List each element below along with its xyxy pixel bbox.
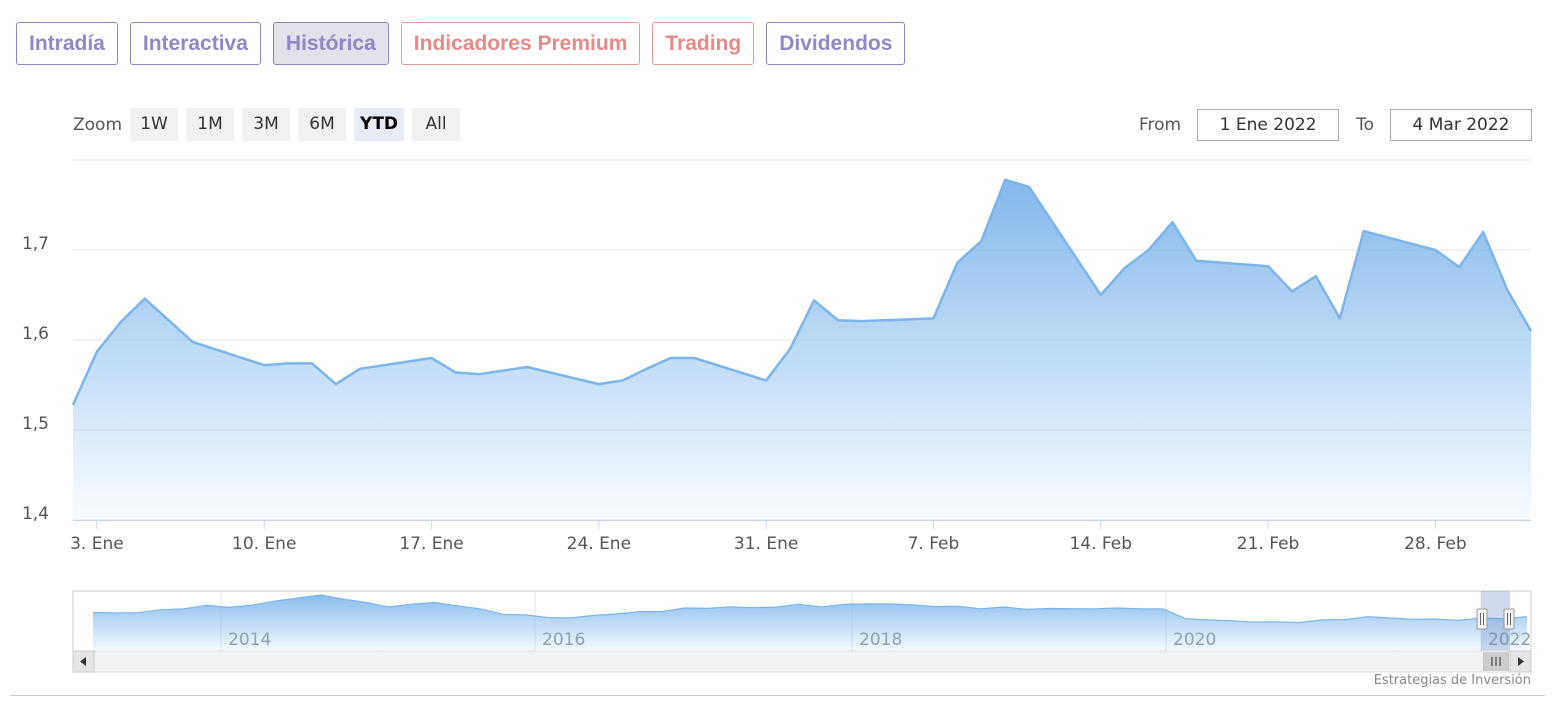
navigator-area <box>93 595 1527 651</box>
y-tick-label: 1,5 <box>22 414 49 434</box>
scroll-left-arrow-icon <box>80 657 86 666</box>
zoom-buttons: 1W 1M 3M 6M YTD All <box>130 108 461 141</box>
x-tick-label: 21. Feb <box>1237 534 1300 554</box>
price-line <box>71 178 1533 406</box>
zoom-button-all[interactable]: All <box>412 108 461 141</box>
x-tick-label: 31. Ene <box>734 534 798 554</box>
x-tick-label: 7. Feb <box>908 534 960 554</box>
section-tabs: Intradía Interactiva Histórica Indicadores … <box>16 22 906 65</box>
to-date-input[interactable]: 4 Mar 2022 <box>1390 109 1532 141</box>
x-tick-label: 14. Feb <box>1069 534 1132 554</box>
navigator-handle-left[interactable] <box>1476 608 1488 630</box>
zoom-label: Zoom <box>73 114 123 135</box>
x-tick-label: 28. Feb <box>1404 534 1467 554</box>
from-label: From <box>1138 115 1182 135</box>
tab-hist-rica[interactable]: Histórica <box>272 22 389 65</box>
y-tick-label: 1,4 <box>22 504 49 524</box>
chart-credit[interactable]: Estrategias de Inversión <box>1373 673 1531 688</box>
y-tick-label: 1,6 <box>22 324 49 344</box>
zoom-button-1w[interactable]: 1W <box>130 108 179 141</box>
x-tick-label: 17. Ene <box>399 534 463 554</box>
date-range: From 1 Ene 2022 To 4 Mar 2022 <box>1139 109 1532 141</box>
range-selector: Zoom 1W 1M 3M 6M YTD All <box>73 108 461 141</box>
tab-interactiva[interactable]: Interactiva <box>129 22 261 65</box>
tab-intrad-a[interactable]: Intradía <box>16 22 118 65</box>
zoom-button-1m[interactable]: 1M <box>186 108 235 141</box>
navigator-line <box>92 594 1528 624</box>
from-date-input[interactable]: 1 Ene 2022 <box>1197 109 1340 141</box>
bottom-divider <box>10 695 1545 696</box>
y-tick-label: 1,7 <box>22 234 49 254</box>
navigator-handle-right[interactable] <box>1503 608 1515 630</box>
x-tick-label: 10. Ene <box>232 534 296 554</box>
price-area <box>73 179 1531 521</box>
to-label: To <box>1356 115 1374 135</box>
tab-trading[interactable]: Trading <box>652 22 755 65</box>
x-tick-label: 3. Ene <box>70 534 124 554</box>
scroll-right-arrow-icon <box>1518 657 1524 666</box>
zoom-button-ytd[interactable]: YTD <box>354 108 405 141</box>
zoom-button-6m[interactable]: 6M <box>298 108 347 141</box>
zoom-button-3m[interactable]: 3M <box>242 108 291 141</box>
x-tick-label: 24. Ene <box>567 534 631 554</box>
tab-indicadores-premium[interactable]: Indicadores Premium <box>400 22 641 65</box>
tab-dividendos[interactable]: Dividendos <box>766 22 906 65</box>
scrollbar-track[interactable] <box>72 650 1532 673</box>
